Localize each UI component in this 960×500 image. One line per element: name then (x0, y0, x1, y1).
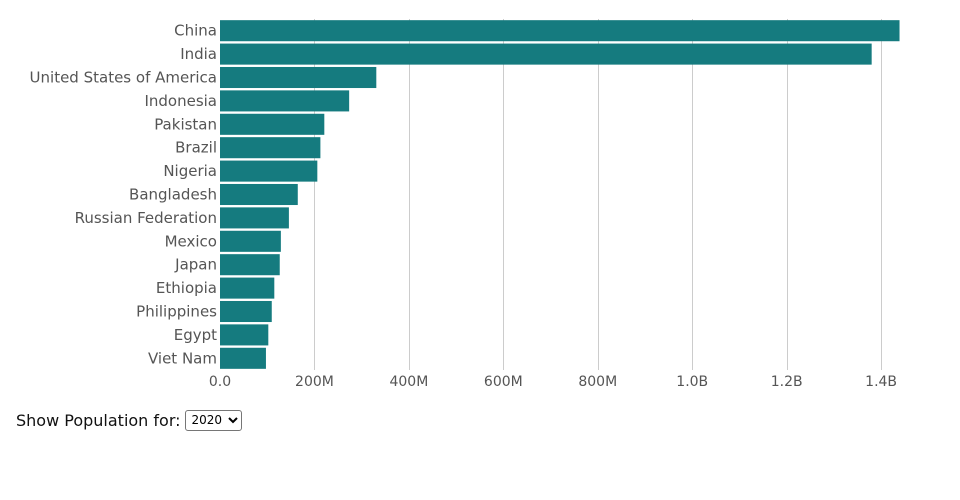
bar (220, 230, 281, 252)
country-label: Nigeria (163, 162, 217, 180)
country-label: Bangladesh (129, 186, 217, 204)
x-tick-label: 400M (389, 374, 428, 390)
bar (220, 160, 318, 182)
x-tick-label: 800M (578, 374, 617, 390)
country-label: China (174, 22, 217, 40)
x-tick-label: 1.2B (771, 374, 803, 390)
year-select-label: Show Population for: (16, 410, 181, 430)
country-label: Russian Federation (75, 209, 217, 227)
bar (220, 324, 269, 346)
bar (220, 137, 321, 159)
country-label: Viet Nam (148, 349, 217, 367)
population-bar-chart: China India United States of America Indone… (30, 19, 900, 390)
year-controls: Show Population for: 2020 (16, 408, 242, 432)
bar (220, 66, 377, 89)
bar (220, 90, 350, 112)
x-tick-label: 0.0 (209, 374, 231, 390)
country-label: Philippines (136, 303, 217, 321)
country-label: Indonesia (144, 92, 217, 110)
bar (220, 20, 900, 42)
country-label: United States of America (30, 69, 217, 87)
x-tick-label: 1.0B (676, 374, 708, 390)
country-label: Mexico (165, 232, 217, 250)
country-label: Japan (174, 256, 217, 274)
bar (220, 277, 275, 299)
bar (220, 300, 272, 323)
x-tick-label: 200M (295, 374, 334, 390)
country-label: Brazil (175, 139, 217, 157)
x-axis-ticks: 0.0 200M 400M 600M 800M 1.0B 1.2B 1.4B (209, 374, 897, 390)
bar (220, 207, 289, 229)
x-tick-label: 1.4B (865, 374, 897, 390)
country-label: Pakistan (154, 115, 217, 133)
bar (220, 43, 872, 65)
country-label: Egypt (174, 326, 217, 344)
x-tick-label: 600M (484, 374, 523, 390)
bar (220, 254, 280, 276)
bar (220, 113, 325, 135)
bar (220, 183, 298, 206)
bars (220, 20, 900, 369)
country-labels: China India United States of America Indone… (30, 22, 218, 368)
country-label: Ethiopia (156, 279, 217, 297)
bar (220, 347, 266, 369)
country-label: India (180, 45, 217, 63)
year-select[interactable]: 2020 (184, 409, 242, 431)
gridlines (314, 19, 882, 370)
